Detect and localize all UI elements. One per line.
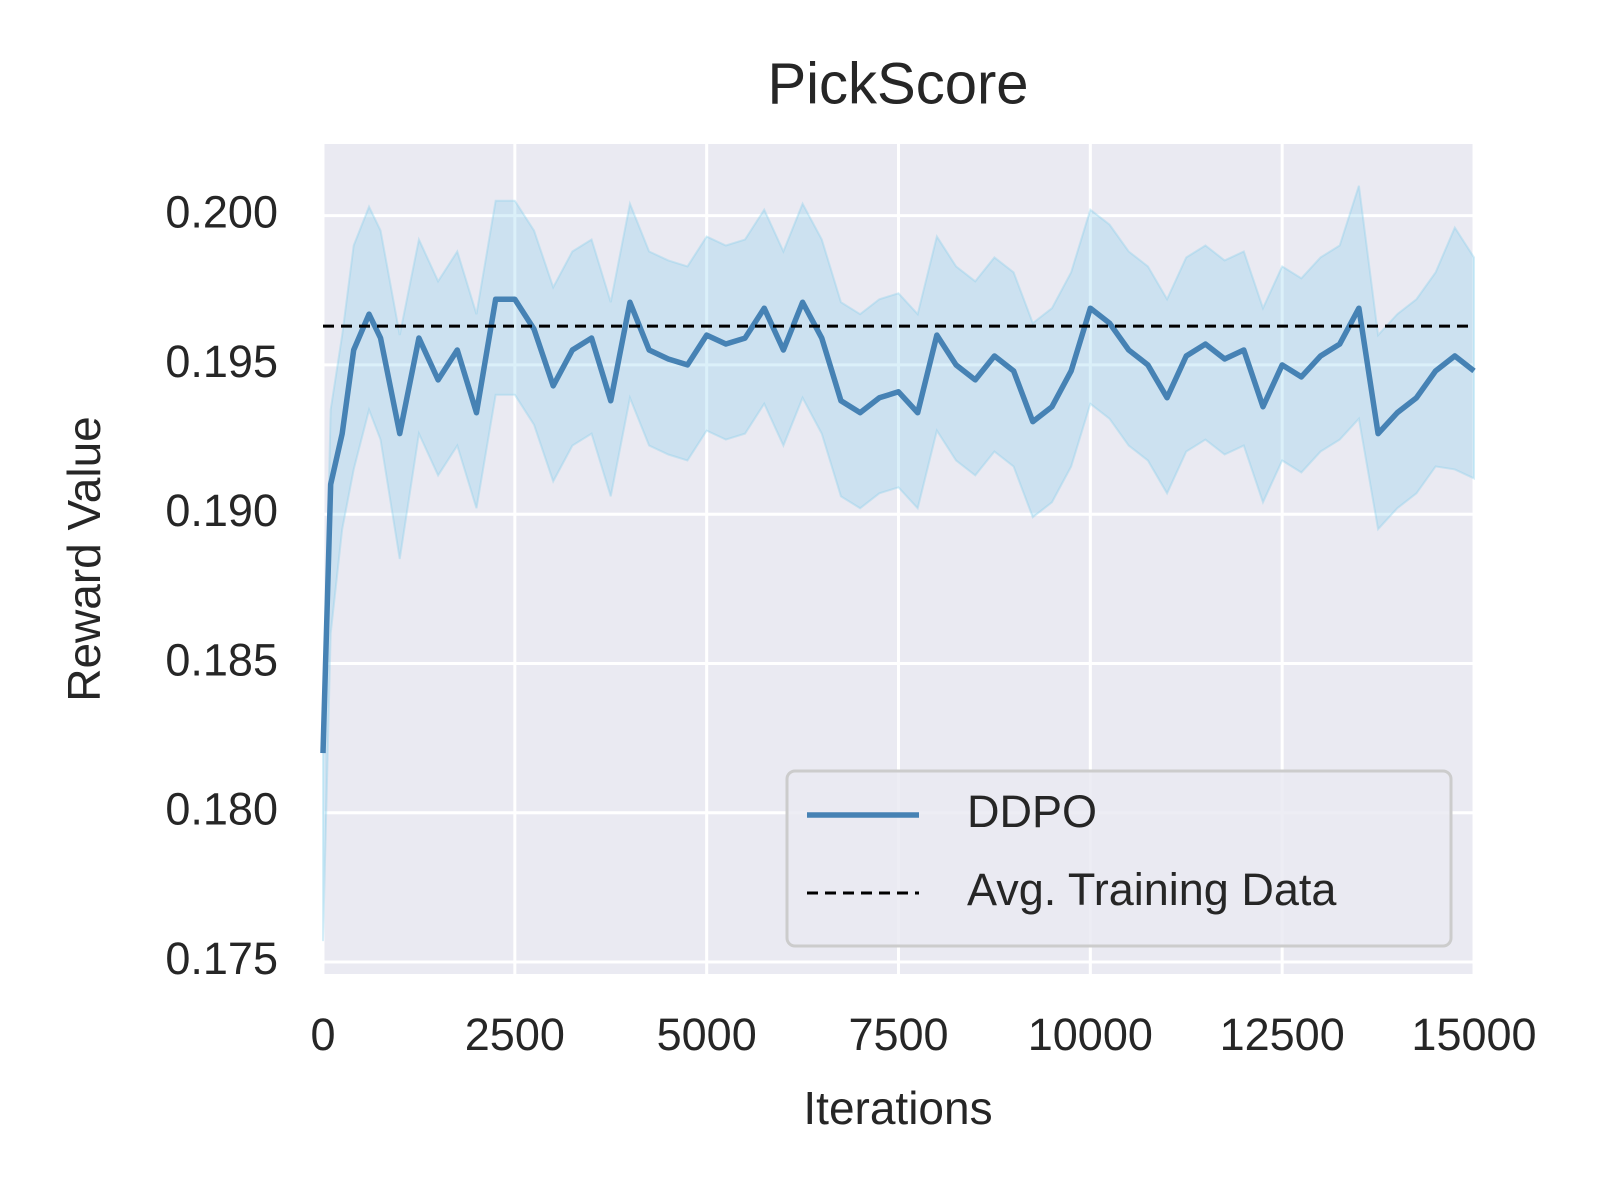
y-tick-label: 0.190 bbox=[165, 485, 278, 536]
confidence-band bbox=[322, 185, 1475, 942]
legend-label: DDPO bbox=[967, 786, 1097, 837]
x-tick-label: 12500 bbox=[1220, 1009, 1345, 1060]
legend-box bbox=[785, 769, 1453, 948]
y-tick-label: 0.175 bbox=[165, 933, 278, 984]
y-tick-label: 0.180 bbox=[165, 784, 278, 835]
x-axis-label: Iterations bbox=[803, 1082, 992, 1134]
x-tick-label: 7500 bbox=[848, 1009, 948, 1060]
legend: DDPO Avg. Training Data bbox=[785, 769, 1453, 948]
x-tick-label: 10000 bbox=[1028, 1009, 1153, 1060]
y-tick-label: 0.200 bbox=[165, 187, 278, 238]
data-line bbox=[320, 296, 1476, 754]
y-axis-label: Reward Value bbox=[58, 416, 110, 702]
x-tick-label: 5000 bbox=[657, 1009, 757, 1060]
x-tick-label: 2500 bbox=[465, 1009, 565, 1060]
x-tick-label: 15000 bbox=[1411, 1009, 1536, 1060]
x-tick-label: 0 bbox=[310, 1009, 335, 1060]
chart-title: PickScore bbox=[767, 51, 1028, 116]
y-tick-label: 0.195 bbox=[165, 336, 278, 387]
legend-label: Avg. Training Data bbox=[967, 864, 1337, 915]
y-tick-label: 0.185 bbox=[165, 634, 278, 685]
